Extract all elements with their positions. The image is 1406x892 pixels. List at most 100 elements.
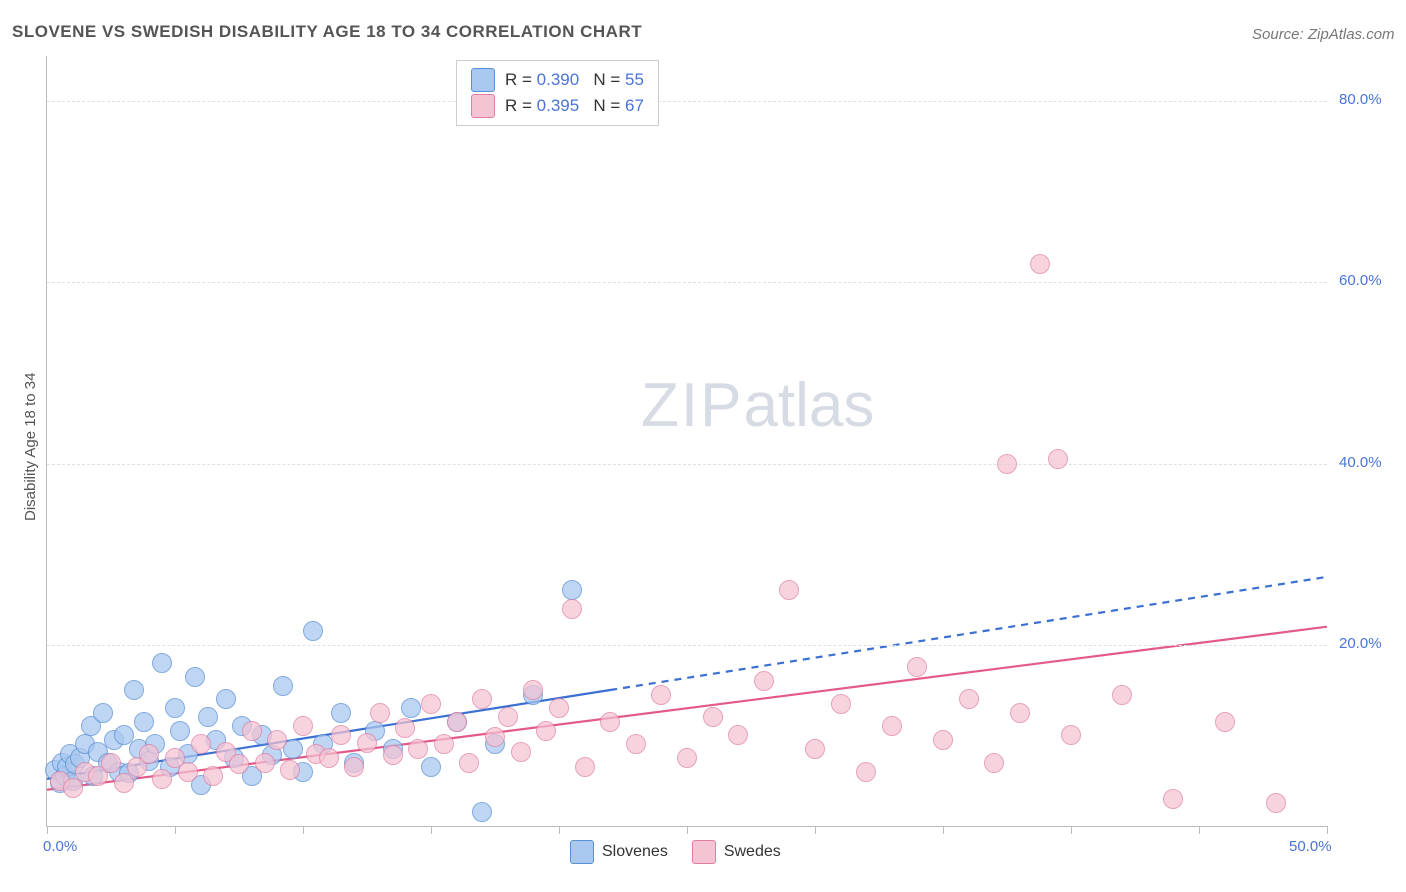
data-point [472, 802, 492, 822]
data-point [93, 703, 113, 723]
data-point [401, 698, 421, 718]
data-point [229, 754, 249, 774]
legend-stats: R = 0.390 N = 55 [505, 67, 644, 93]
data-point [677, 748, 697, 768]
data-point [1112, 685, 1132, 705]
x-tick [47, 826, 48, 834]
data-point [165, 698, 185, 718]
data-point [319, 748, 339, 768]
data-point [395, 718, 415, 738]
data-point [779, 580, 799, 600]
data-point [124, 680, 144, 700]
data-point [523, 680, 543, 700]
data-point [357, 733, 377, 753]
data-point [152, 653, 172, 673]
data-point [728, 725, 748, 745]
plot-area: ZIPatlas 20.0%40.0%60.0%80.0%0.0%50.0% [46, 56, 1327, 827]
data-point [421, 694, 441, 714]
y-axis-label: Disability Age 18 to 34 [22, 373, 39, 521]
x-tick [175, 826, 176, 834]
data-point [882, 716, 902, 736]
legend-row: R = 0.395 N = 67 [471, 93, 644, 119]
data-point [600, 712, 620, 732]
data-point [408, 739, 428, 759]
data-point [434, 734, 454, 754]
data-point [754, 671, 774, 691]
data-point [267, 730, 287, 750]
grid-line [47, 645, 1327, 646]
data-point [984, 753, 1004, 773]
data-point [178, 762, 198, 782]
data-point [216, 689, 236, 709]
data-point [1048, 449, 1068, 469]
data-point [170, 721, 190, 741]
data-point [907, 657, 927, 677]
data-point [293, 716, 313, 736]
data-point [459, 753, 479, 773]
data-point [198, 707, 218, 727]
watermark-bold: ZIP [641, 371, 743, 440]
data-point [101, 753, 121, 773]
data-point [549, 698, 569, 718]
legend-swatch [471, 68, 495, 92]
data-point [139, 744, 159, 764]
data-point [562, 580, 582, 600]
legend-swatch [570, 840, 594, 864]
data-point [1266, 793, 1286, 813]
x-tick [815, 826, 816, 834]
x-tick [1199, 826, 1200, 834]
x-tick-label: 0.0% [43, 838, 77, 855]
data-point [1215, 712, 1235, 732]
x-tick [1327, 826, 1328, 834]
data-point [933, 730, 953, 750]
data-point [651, 685, 671, 705]
data-point [191, 734, 211, 754]
data-point [447, 712, 467, 732]
data-point [1010, 703, 1030, 723]
source-attribution: Source: ZipAtlas.com [1252, 26, 1395, 43]
y-tick-label: 60.0% [1339, 272, 1382, 289]
legend-label: Swedes [724, 843, 781, 861]
chart-title: SLOVENE VS SWEDISH DISABILITY AGE 18 TO … [12, 22, 642, 42]
data-point [511, 742, 531, 762]
data-point [303, 621, 323, 641]
data-point [273, 676, 293, 696]
data-point [959, 689, 979, 709]
legend-stats: R = 0.395 N = 67 [505, 93, 644, 119]
grid-line [47, 464, 1327, 465]
data-point [242, 721, 262, 741]
legend-swatch [471, 94, 495, 118]
legend-item: Swedes [692, 840, 781, 864]
data-point [134, 712, 154, 732]
x-tick-label: 50.0% [1289, 838, 1332, 855]
data-point [805, 739, 825, 759]
legend-row: R = 0.390 N = 55 [471, 67, 644, 93]
data-point [280, 760, 300, 780]
x-tick [943, 826, 944, 834]
watermark-light: atlas [743, 371, 874, 440]
data-point [485, 727, 505, 747]
data-point [626, 734, 646, 754]
data-point [498, 707, 518, 727]
series-legend: Slovenes Swedes [570, 840, 781, 864]
data-point [1030, 254, 1050, 274]
x-tick [687, 826, 688, 834]
x-tick [559, 826, 560, 834]
x-tick [303, 826, 304, 834]
legend-item: Slovenes [570, 840, 668, 864]
data-point [185, 667, 205, 687]
data-point [575, 757, 595, 777]
data-point [831, 694, 851, 714]
data-point [1061, 725, 1081, 745]
data-point [997, 454, 1017, 474]
data-point [331, 703, 351, 723]
grid-line [47, 101, 1327, 102]
correlation-legend: R = 0.390 N = 55R = 0.395 N = 67 [456, 60, 659, 126]
data-point [63, 778, 83, 798]
data-point [344, 757, 364, 777]
data-point [370, 703, 390, 723]
data-point [152, 769, 172, 789]
data-point [383, 745, 403, 765]
data-point [203, 766, 223, 786]
grid-line [47, 282, 1327, 283]
